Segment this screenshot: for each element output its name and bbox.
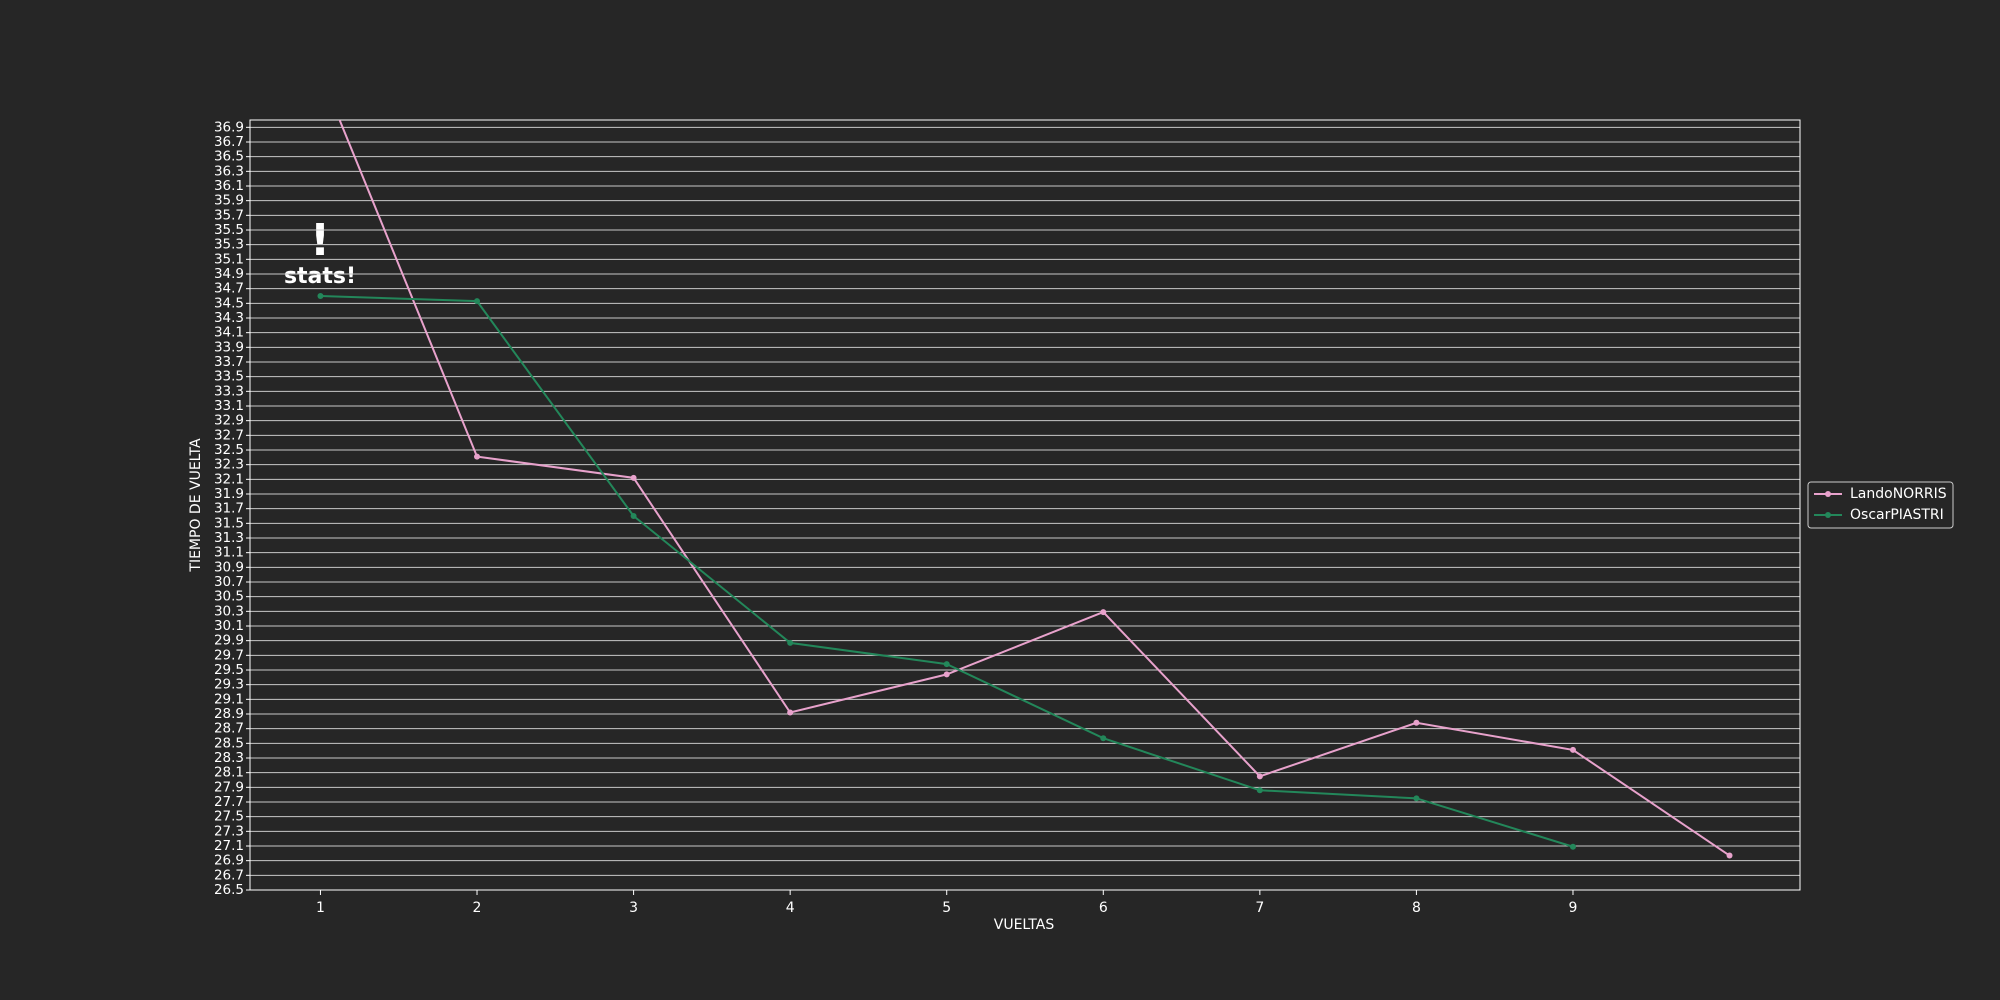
y-tick-label: 36.7 xyxy=(214,134,244,150)
legend-marker xyxy=(1825,491,1831,497)
logo-text: stats! xyxy=(284,264,356,289)
plot-area xyxy=(317,120,1733,859)
series-marker xyxy=(787,709,794,716)
series-marker xyxy=(1256,787,1263,794)
series-marker xyxy=(630,513,637,519)
y-tick-label: 26.9 xyxy=(214,853,244,869)
x-tick-label: 9 xyxy=(1569,900,1578,916)
y-tick-label: 33.5 xyxy=(214,369,244,385)
series-marker xyxy=(943,671,950,678)
series-marker xyxy=(1413,719,1420,726)
y-tick-label: 33.7 xyxy=(214,354,244,370)
y-tick-label: 30.9 xyxy=(214,559,244,575)
y-tick-label: 29.1 xyxy=(214,691,244,707)
x-tick-label: 1 xyxy=(316,900,325,916)
y-tick-label: 31.9 xyxy=(214,486,244,502)
x-tick-label: 8 xyxy=(1412,900,1421,916)
y-tick-label: 30.3 xyxy=(214,603,244,619)
y-tick-label: 35.1 xyxy=(214,251,244,267)
y-tick-label: 32.1 xyxy=(214,471,244,487)
y-tick-label: 26.5 xyxy=(214,882,244,898)
series-marker xyxy=(1413,795,1420,802)
legend-label: LandoNORRIS xyxy=(1850,486,1947,502)
y-tick-label: 36.3 xyxy=(214,163,244,179)
series-marker xyxy=(1100,735,1107,742)
legend-label: OscarPIASTRI xyxy=(1850,507,1944,523)
y-tick-label: 35.7 xyxy=(214,207,244,223)
series-marker xyxy=(1569,746,1576,753)
x-tick-label: 2 xyxy=(473,900,482,916)
series-marker xyxy=(1569,843,1576,850)
y-tick-label: 34.3 xyxy=(214,310,244,326)
y-tick-label: 35.3 xyxy=(214,237,244,253)
y-tick-label: 31.3 xyxy=(214,530,244,546)
series-marker xyxy=(1100,609,1107,616)
y-tick-label: 28.5 xyxy=(214,735,244,751)
series-marker xyxy=(630,474,637,481)
y-tick-label: 29.7 xyxy=(214,647,244,663)
x-tick-label: 4 xyxy=(786,900,795,916)
y-tick-label: 29.3 xyxy=(214,677,244,693)
x-tick-label: 7 xyxy=(1255,900,1264,916)
logo-mark: ! xyxy=(310,215,330,266)
y-tick-label: 35.5 xyxy=(214,222,244,238)
series-line xyxy=(338,120,1731,857)
y-tick-label: 35.9 xyxy=(214,193,244,209)
x-axis-label: VUELTAS xyxy=(994,917,1055,933)
y-tick-label: 32.7 xyxy=(214,427,244,443)
y-tick-label: 30.7 xyxy=(214,574,244,590)
y-tick-label: 31.7 xyxy=(214,501,244,517)
y-tick-label: 31.5 xyxy=(214,515,244,531)
y-axis-label: TIEMPO DE VUELTA xyxy=(188,438,204,573)
y-tick-label: 27.3 xyxy=(214,823,244,839)
y-tick-label: 32.5 xyxy=(214,442,244,458)
plot-frame xyxy=(249,119,1801,891)
legend-marker xyxy=(1825,512,1831,518)
series-marker xyxy=(1256,773,1263,780)
y-tick-label: 36.1 xyxy=(214,178,244,194)
y-tick-label: 36.9 xyxy=(214,119,244,135)
y-tick-label: 32.9 xyxy=(214,413,244,429)
series-marker xyxy=(787,639,794,646)
y-tick-label: 31.1 xyxy=(214,545,244,561)
y-tick-label: 27.7 xyxy=(214,794,244,810)
y-tick-label: 34.7 xyxy=(214,281,244,297)
y-tick-label: 36.5 xyxy=(214,149,244,165)
y-tick-label: 27.5 xyxy=(214,809,244,825)
y-tick-label: 30.1 xyxy=(214,618,244,634)
y-tick-label: 28.9 xyxy=(214,706,244,722)
y-tick-label: 27.9 xyxy=(214,779,244,795)
y-tick-label: 33.1 xyxy=(214,398,244,414)
y-tick-label: 30.5 xyxy=(214,589,244,605)
y-tick-label: 32.3 xyxy=(214,457,244,473)
x-tick-label: 6 xyxy=(1099,900,1108,916)
y-tick-label: 28.1 xyxy=(214,765,244,781)
y-tick-label: 34.5 xyxy=(214,295,244,311)
y-tick-label: 28.7 xyxy=(214,721,244,737)
series-marker xyxy=(943,661,950,668)
y-tick-label: 29.5 xyxy=(214,662,244,678)
y-tick-label: 34.1 xyxy=(214,325,244,341)
y-tick-label: 28.3 xyxy=(214,750,244,766)
y-tick-label: 29.9 xyxy=(214,633,244,649)
y-tick-label: 33.3 xyxy=(214,383,244,399)
y-tick-label: 33.9 xyxy=(214,339,244,355)
y-tick-label: 26.7 xyxy=(214,867,244,883)
x-tick-label: 3 xyxy=(629,900,638,916)
y-tick-label: 34.9 xyxy=(214,266,244,282)
y-tick-label: 27.1 xyxy=(214,838,244,854)
x-tick-label: 5 xyxy=(942,900,951,916)
series-marker xyxy=(474,453,481,460)
series-marker xyxy=(1726,852,1733,859)
series-marker xyxy=(474,298,481,305)
legend-box xyxy=(1807,481,1954,529)
series-marker xyxy=(317,293,324,299)
